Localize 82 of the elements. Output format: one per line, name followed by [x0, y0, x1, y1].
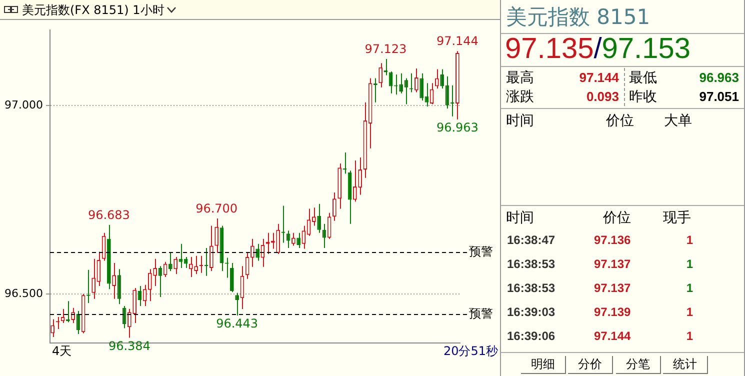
text: 1: [685, 329, 693, 343]
text: 时间: [506, 209, 534, 227]
text: 97.051: [698, 89, 739, 104]
candlestick: [420, 72, 424, 102]
candlestick: [435, 68, 439, 89]
candlestick: [210, 225, 214, 272]
text: 4天: [52, 344, 72, 358]
text: 涨跌: [506, 88, 534, 106]
text: 价位: [606, 112, 634, 130]
text: 1: [685, 281, 693, 295]
text: 1: [685, 305, 693, 319]
candlestick: [230, 262, 234, 293]
candlestick: [256, 243, 260, 262]
text: 1: [685, 233, 693, 247]
text: 97.153: [602, 33, 690, 65]
y-tick-label: 97.000: [4, 98, 43, 112]
text: /: [594, 33, 602, 65]
text: 统计: [663, 356, 708, 374]
text: 昨收: [629, 88, 657, 106]
candlestick: [342, 152, 347, 174]
text: 96.963: [698, 70, 739, 85]
text: 分笔: [616, 356, 661, 374]
candlestick: [353, 160, 357, 202]
text: 明细: [521, 356, 566, 374]
annotation: 97.123: [364, 42, 407, 56]
candlestick: [153, 258, 157, 287]
text: 16:39:06: [507, 329, 556, 343]
candlestick: [332, 192, 336, 222]
candlestick: [194, 255, 198, 274]
ref-line-label: 预警: [469, 306, 493, 321]
text: 97.144: [578, 70, 619, 85]
text: 97.136: [594, 233, 631, 247]
text: 时间: [506, 112, 534, 130]
candlestick: [148, 268, 152, 302]
candlestick: [414, 68, 418, 93]
y-tick-label: 96.500: [4, 286, 43, 300]
candlestick: [128, 308, 132, 338]
candlestick: [378, 62, 382, 88]
text: 现手: [663, 209, 691, 227]
annotation: 96.443: [216, 316, 258, 331]
candlestick: [317, 203, 321, 234]
text: 97.139: [594, 305, 631, 319]
candlestick: [276, 223, 280, 255]
annotation: 96.384: [108, 338, 150, 353]
candlestick: [399, 72, 403, 94]
candlestick: [440, 68, 444, 89]
candlestick: [312, 207, 316, 226]
candlestick: [250, 238, 254, 268]
text: 16:39:03: [507, 305, 556, 319]
text: 97.135: [505, 33, 594, 65]
text: 16:38:47: [507, 233, 556, 247]
text: 分价: [568, 356, 613, 374]
annotation: 97.144: [436, 34, 478, 48]
candlestick: [174, 256, 178, 274]
candlestick: [50, 318, 54, 338]
candlestick: [235, 292, 239, 316]
candlestick: [296, 232, 300, 248]
text: 97.144: [594, 329, 631, 343]
text: 20分51秒: [443, 344, 498, 358]
text: 美元指数 8151: [506, 4, 650, 31]
text: 最低: [629, 69, 657, 87]
ref-line-label: 预警: [469, 244, 493, 259]
text: 16:38:53: [507, 257, 556, 271]
text: 97.137: [594, 257, 631, 271]
candlestick: [92, 258, 96, 300]
text: 价位: [603, 209, 631, 227]
chart-title: 美元指数(FX 8151) 1小时: [22, 2, 164, 19]
text: 最高: [506, 69, 534, 87]
candlestick: [292, 232, 296, 246]
text: 1: [685, 257, 693, 271]
text: 16:38:53: [507, 281, 556, 295]
text: 97.137: [594, 281, 631, 295]
candlestick: [189, 256, 193, 278]
text: 大单: [664, 112, 692, 130]
annotation: 96.683: [88, 208, 130, 222]
candlestick: [168, 252, 172, 272]
annotation: 96.963: [436, 120, 478, 134]
candlestick: [112, 262, 116, 300]
annotation: 96.700: [196, 202, 238, 216]
text: 0.093: [585, 89, 619, 104]
candlestick: [358, 156, 362, 196]
candlestick: [214, 218, 218, 254]
